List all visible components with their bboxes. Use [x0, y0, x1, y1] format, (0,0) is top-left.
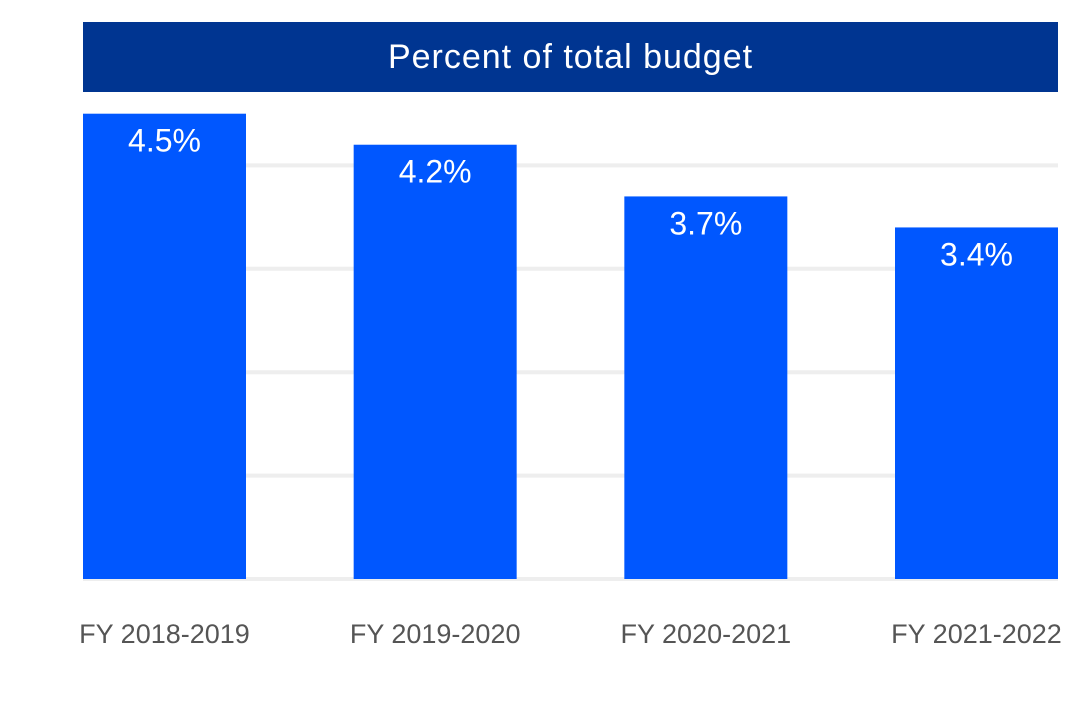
x-tick-label: FY 2021-2022	[891, 619, 1062, 649]
data-label: 3.7%	[669, 205, 742, 241]
bar	[895, 227, 1058, 579]
bar	[624, 196, 788, 580]
x-tick-label: FY 2019-2020	[350, 619, 521, 649]
bars	[83, 113, 1058, 580]
data-labels: 4.5% 4.2% 3.7% 3.4%	[128, 123, 1013, 273]
data-label: 4.2%	[399, 154, 472, 190]
data-label: 4.5%	[128, 123, 201, 159]
bar	[353, 144, 517, 579]
bar	[83, 113, 246, 579]
x-tick-label: FY 2018-2019	[79, 619, 250, 649]
x-tick-label: FY 2020-2021	[621, 619, 792, 649]
x-tick-labels: FY 2018-2019 FY 2019-2020 FY 2020-2021 FY 2…	[79, 619, 1062, 649]
data-label: 3.4%	[940, 236, 1013, 272]
chart-title: Percent of total budget	[83, 22, 1058, 92]
